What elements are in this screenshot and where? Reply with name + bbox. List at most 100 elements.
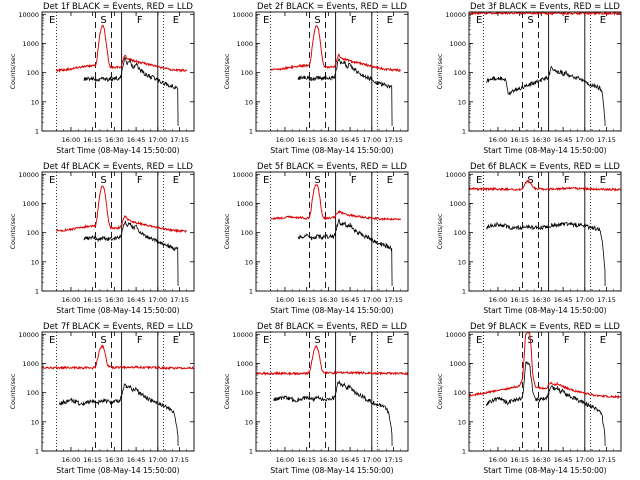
- x-tick-label: 17:00: [362, 456, 381, 464]
- plot-frame: [468, 331, 622, 452]
- y-tick-label: 1: [249, 128, 253, 136]
- band-label: F: [351, 175, 357, 186]
- x-tick-label: 16:15: [510, 136, 529, 144]
- x-tick-label: 16:45: [127, 456, 146, 464]
- plot-frame: [41, 331, 195, 452]
- band-label: E: [173, 335, 179, 346]
- x-tick-label: 16:45: [127, 136, 146, 144]
- events-series-line: [486, 221, 606, 286]
- y-axis-label: Counts/sec: [9, 373, 17, 409]
- y-tick-label: 10000: [232, 331, 253, 339]
- y-tick-label: 1000: [236, 40, 253, 48]
- x-tick-label: 16:15: [83, 456, 102, 464]
- band-label: S: [314, 15, 320, 26]
- panel-title: Det 7f BLACK = Events, RED = LLD: [43, 322, 193, 332]
- y-tick-label: 10000: [445, 11, 466, 19]
- y-tick-label: 1: [462, 128, 466, 136]
- x-tick-label: 16:45: [554, 456, 573, 464]
- x-axis-label: Start Time (08-May-14 15:50:00): [56, 466, 179, 475]
- band-label: F: [137, 175, 143, 186]
- band-label: F: [564, 175, 570, 186]
- lld-series-line: [56, 185, 188, 234]
- x-tick-label: 16:45: [341, 136, 360, 144]
- x-tick-label: 16:30: [105, 456, 124, 464]
- x-tick-label: 17:00: [148, 136, 167, 144]
- events-series-line: [273, 379, 393, 446]
- panel-title: Det 5f BLACK = Events, RED = LLD: [257, 162, 407, 172]
- y-tick-label: 1000: [449, 40, 466, 48]
- x-tick-label: 17:00: [362, 296, 381, 304]
- x-tick-label: 17:00: [148, 296, 167, 304]
- y-tick-label: 1: [35, 128, 39, 136]
- lld-series-line: [469, 179, 621, 192]
- x-tick-label: 16:30: [319, 296, 338, 304]
- y-tick-label: 100: [454, 389, 466, 397]
- plot-frame: [255, 171, 409, 292]
- y-tick-label: 100: [454, 69, 466, 77]
- y-tick-label: 10: [458, 418, 466, 426]
- y-tick-label: 100: [27, 229, 39, 237]
- y-tick-label: 1000: [22, 40, 39, 48]
- x-tick-label: 17:15: [170, 296, 189, 304]
- y-tick-label: 10: [458, 258, 466, 266]
- lld-series-line: [469, 332, 621, 400]
- y-tick-label: 10000: [232, 171, 253, 179]
- y-tick-label: 1: [249, 288, 253, 296]
- x-tick-label: 17:00: [148, 456, 167, 464]
- x-tick-label: 17:15: [597, 136, 616, 144]
- lld-series-line: [469, 12, 621, 16]
- plot-frame: [41, 11, 195, 132]
- x-tick-label: 16:30: [105, 136, 124, 144]
- band-label: S: [314, 335, 320, 346]
- x-axis-label: Start Time (08-May-14 15:50:00): [483, 146, 606, 155]
- band-label: E: [49, 335, 55, 346]
- detector-panel-5: Det 5f BLACK = Events, RED = LLD Counts/s…: [223, 162, 409, 315]
- detector-panel-2: Det 2f BLACK = Events, RED = LLD Counts/s…: [223, 2, 409, 155]
- panel-title: Det 9f BLACK = Events, RED = LLD: [470, 322, 620, 332]
- band-label: F: [564, 335, 570, 346]
- plot-frame: [255, 11, 409, 132]
- panel-title: Det 2f BLACK = Events, RED = LLD: [257, 2, 407, 12]
- panel-title: Det 1f BLACK = Events, RED = LLD: [43, 2, 193, 12]
- y-tick-label: 1000: [22, 200, 39, 208]
- band-label: F: [351, 15, 357, 26]
- y-tick-label: 10: [31, 418, 39, 426]
- x-tick-label: 16:00: [276, 296, 295, 304]
- y-tick-label: 1: [249, 448, 253, 456]
- lld-series-line: [256, 344, 408, 376]
- x-tick-label: 16:00: [62, 296, 81, 304]
- x-tick-label: 16:00: [62, 136, 81, 144]
- y-tick-label: 10000: [18, 11, 39, 19]
- y-tick-label: 1: [35, 288, 39, 296]
- x-axis-label: Start Time (08-May-14 15:50:00): [270, 306, 393, 315]
- lld-series-line: [270, 184, 402, 221]
- y-tick-label: 100: [241, 69, 253, 77]
- x-tick-label: 17:00: [575, 136, 594, 144]
- x-tick-label: 16:15: [510, 456, 529, 464]
- x-tick-label: 16:45: [127, 296, 146, 304]
- x-tick-label: 16:30: [532, 136, 551, 144]
- y-axis-label: Counts/sec: [223, 53, 231, 89]
- x-tick-label: 16:00: [489, 136, 508, 144]
- y-tick-label: 10000: [445, 331, 466, 339]
- band-label: F: [137, 15, 143, 26]
- x-tick-label: 16:30: [319, 456, 338, 464]
- panel-title: Det 8f BLACK = Events, RED = LLD: [257, 322, 407, 332]
- events-series-line: [83, 57, 179, 126]
- y-tick-label: 100: [241, 389, 253, 397]
- band-label: E: [600, 15, 606, 26]
- x-tick-label: 16:15: [297, 136, 316, 144]
- x-tick-label: 17:15: [170, 456, 189, 464]
- band-label: E: [263, 15, 269, 26]
- lld-series-line: [56, 24, 188, 73]
- x-tick-label: 16:30: [105, 296, 124, 304]
- y-tick-label: 100: [241, 229, 253, 237]
- y-axis-label: Counts/sec: [436, 53, 444, 89]
- y-tick-label: 10: [245, 98, 253, 106]
- y-tick-label: 10000: [232, 11, 253, 19]
- detector-panel-1: Det 1f BLACK = Events, RED = LLD Counts/s…: [9, 2, 195, 155]
- detector-panel-4: Det 4f BLACK = Events, RED = LLD Counts/s…: [9, 162, 195, 315]
- x-tick-label: 16:15: [297, 456, 316, 464]
- band-label: E: [387, 335, 393, 346]
